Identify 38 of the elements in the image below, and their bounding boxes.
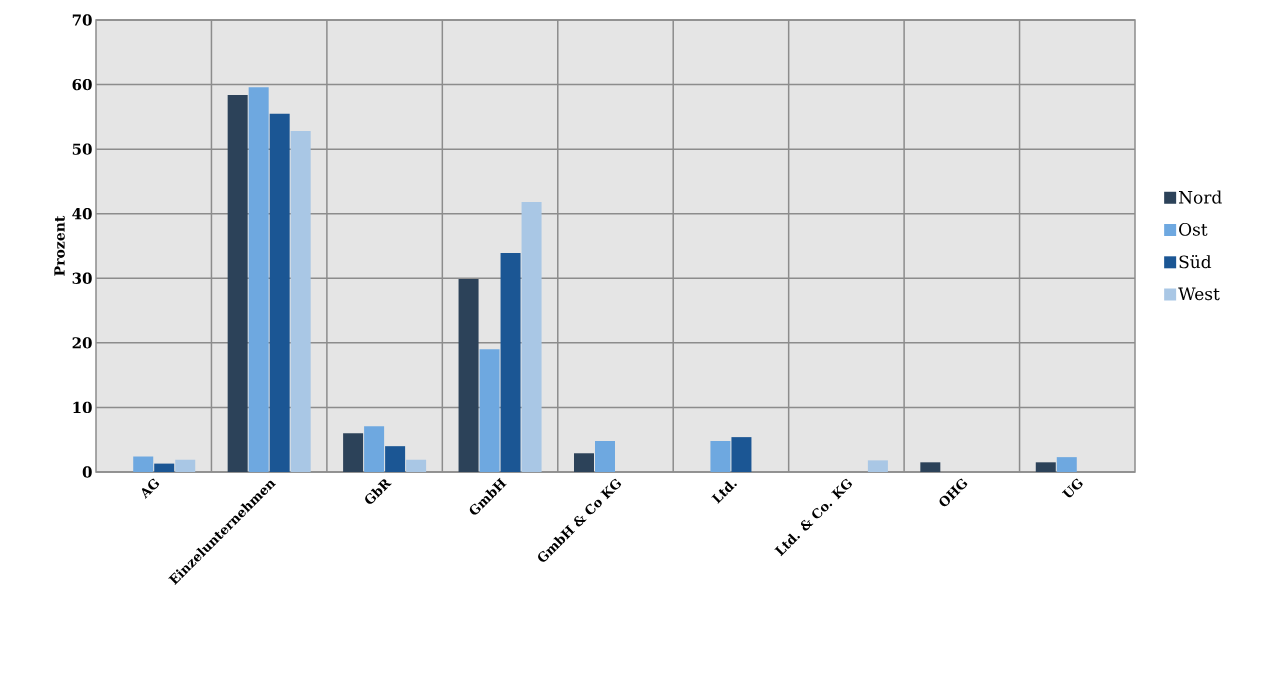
bar [595,441,615,472]
legend-label: Süd [1179,255,1212,269]
bar [385,446,406,472]
bar [227,94,248,472]
y-axis-title: Prozent [54,215,65,276]
bar [175,459,196,472]
y-tick-label: 40 [72,208,92,220]
y-tick-label: 50 [72,143,92,155]
bar [574,453,594,472]
bar [867,460,888,472]
bar [343,433,364,472]
bar [500,253,521,472]
y-tick-label: 30 [72,272,92,284]
bar [1056,457,1077,472]
legend-label: Ost [1179,222,1208,236]
bar [710,441,731,472]
bar [133,456,154,472]
bar [406,459,427,472]
bar [290,131,311,472]
bar [731,437,752,472]
bar [479,349,500,472]
legend-label: West [1178,287,1220,301]
y-tick-label: 0 [82,466,92,478]
bar [920,462,941,472]
x-tick-label: UG [1061,478,1083,498]
y-tick-label: 60 [72,78,92,91]
x-tick-label: AG [141,478,160,499]
bar [269,113,290,472]
bar [521,202,542,472]
bar [1035,462,1056,472]
y-tick-label: 20 [72,337,92,349]
legend-label: Nord [1178,190,1222,204]
bar [364,426,385,472]
bar [248,87,269,472]
y-tick-label: 70 [72,14,92,26]
bar [458,278,479,472]
y-tick-label: 10 [73,401,92,414]
bar [154,463,175,472]
